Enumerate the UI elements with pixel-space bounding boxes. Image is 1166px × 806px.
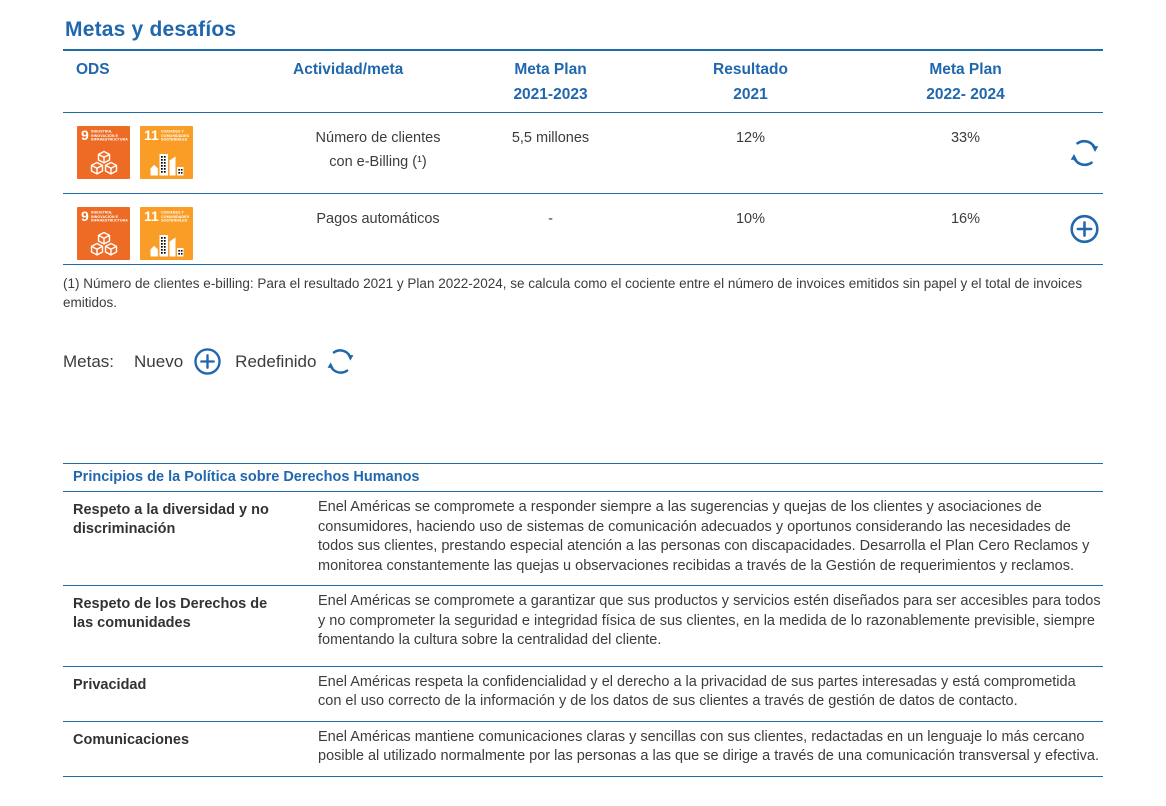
col-header-resultado-2021: Resultado 2021 — [713, 61, 788, 103]
new-icon — [194, 348, 221, 375]
table-row: 9 Industria, innovación e infraestructur… — [63, 194, 1103, 265]
sdg-9-icon: 9 Industria, innovación e infraestructur… — [77, 207, 130, 260]
resultado-2021-cell: 10% — [735, 211, 766, 227]
redefined-icon — [326, 349, 356, 374]
principle-label: Comunicaciones — [73, 731, 190, 748]
table-row: 9 Industria, innovación e infraestructur… — [63, 113, 1103, 194]
table-row: Respeto de los Derechos de las comunidad… — [63, 586, 1103, 667]
meta-2022-2024-cell: 33% — [950, 130, 981, 146]
principles-table-header: Principios de la Política sobre Derechos… — [63, 464, 1103, 492]
col-header-meta-plan-2022-2024: Meta Plan 2022- 2024 — [926, 61, 1005, 103]
sdg-11-icon: 11 Ciudades y comunidades sostenibles — [140, 126, 193, 179]
principle-text: Enel Américas respeta la confidencialida… — [318, 673, 1076, 710]
activity-cell: Número de clientes con e-Billing (¹) — [315, 130, 441, 170]
footnote: (1) Número de clientes e-billing: Para e… — [63, 276, 1083, 310]
table-row: Respeto a la diversidad y no discriminac… — [63, 492, 1103, 586]
legend-item-redefinido: Redefinido — [235, 346, 356, 377]
cubes-graphic — [90, 231, 117, 256]
buildings-graphic — [150, 235, 183, 257]
meta-2021-2023-cell: - — [548, 211, 553, 227]
col-header-meta-plan-2021-2023: Meta Plan 2021-2023 — [513, 61, 588, 103]
resultado-2021-cell: 12% — [735, 130, 766, 146]
metas-table-header: ODS Actividad/meta Meta Plan 2021-2023 R… — [63, 51, 1103, 113]
principle-text: Enel Américas mantiene comunicaciones cl… — [318, 728, 1100, 765]
sdg-9-icon: 9 Industria, innovación e infraestructur… — [77, 126, 130, 179]
principle-label: Privacidad — [73, 676, 147, 693]
ods-icons: 9 Industria, innovación e infraestructur… — [63, 194, 293, 264]
report-page: Metas y desafíos ODS Actividad/meta Meta… — [63, 0, 1103, 777]
col-header-actividad: Actividad/meta — [293, 61, 404, 78]
new-icon — [1070, 214, 1099, 244]
principle-label: Respeto de los Derechos de las comunidad… — [73, 596, 268, 631]
metas-legend: Metas: Nuevo Redefinido — [63, 346, 1103, 377]
sdg-11-icon: 11 Ciudades y comunidades sostenibles — [140, 207, 193, 260]
legend-item-nuevo: Nuevo — [134, 346, 223, 377]
redefined-icon — [1069, 139, 1100, 167]
meta-2022-2024-cell: 16% — [950, 211, 981, 227]
activity-cell: Pagos automáticos — [316, 211, 440, 227]
buildings-graphic — [150, 154, 183, 176]
table-row: Privacidad Enel Américas respeta la conf… — [63, 667, 1103, 722]
table-row: Comunicaciones Enel Américas mantiene co… — [63, 722, 1103, 777]
cubes-graphic — [90, 150, 117, 175]
ods-icons: 9 Industria, innovación e infraestructur… — [63, 113, 293, 193]
metas-table: ODS Actividad/meta Meta Plan 2021-2023 R… — [63, 49, 1103, 265]
principle-text: Enel Américas se compromete a garantizar… — [318, 593, 1101, 648]
page-title: Metas y desafíos — [65, 18, 237, 41]
legend-label: Metas: — [63, 351, 115, 371]
principle-label: Respeto a la diversidad y no discriminac… — [73, 502, 269, 537]
meta-2021-2023-cell: 5,5 millones — [511, 130, 590, 146]
col-header-ods: ODS — [76, 61, 110, 78]
principle-text: Enel Américas se compromete a responder … — [318, 499, 1090, 574]
principles-table: Principios de la Política sobre Derechos… — [63, 463, 1103, 777]
